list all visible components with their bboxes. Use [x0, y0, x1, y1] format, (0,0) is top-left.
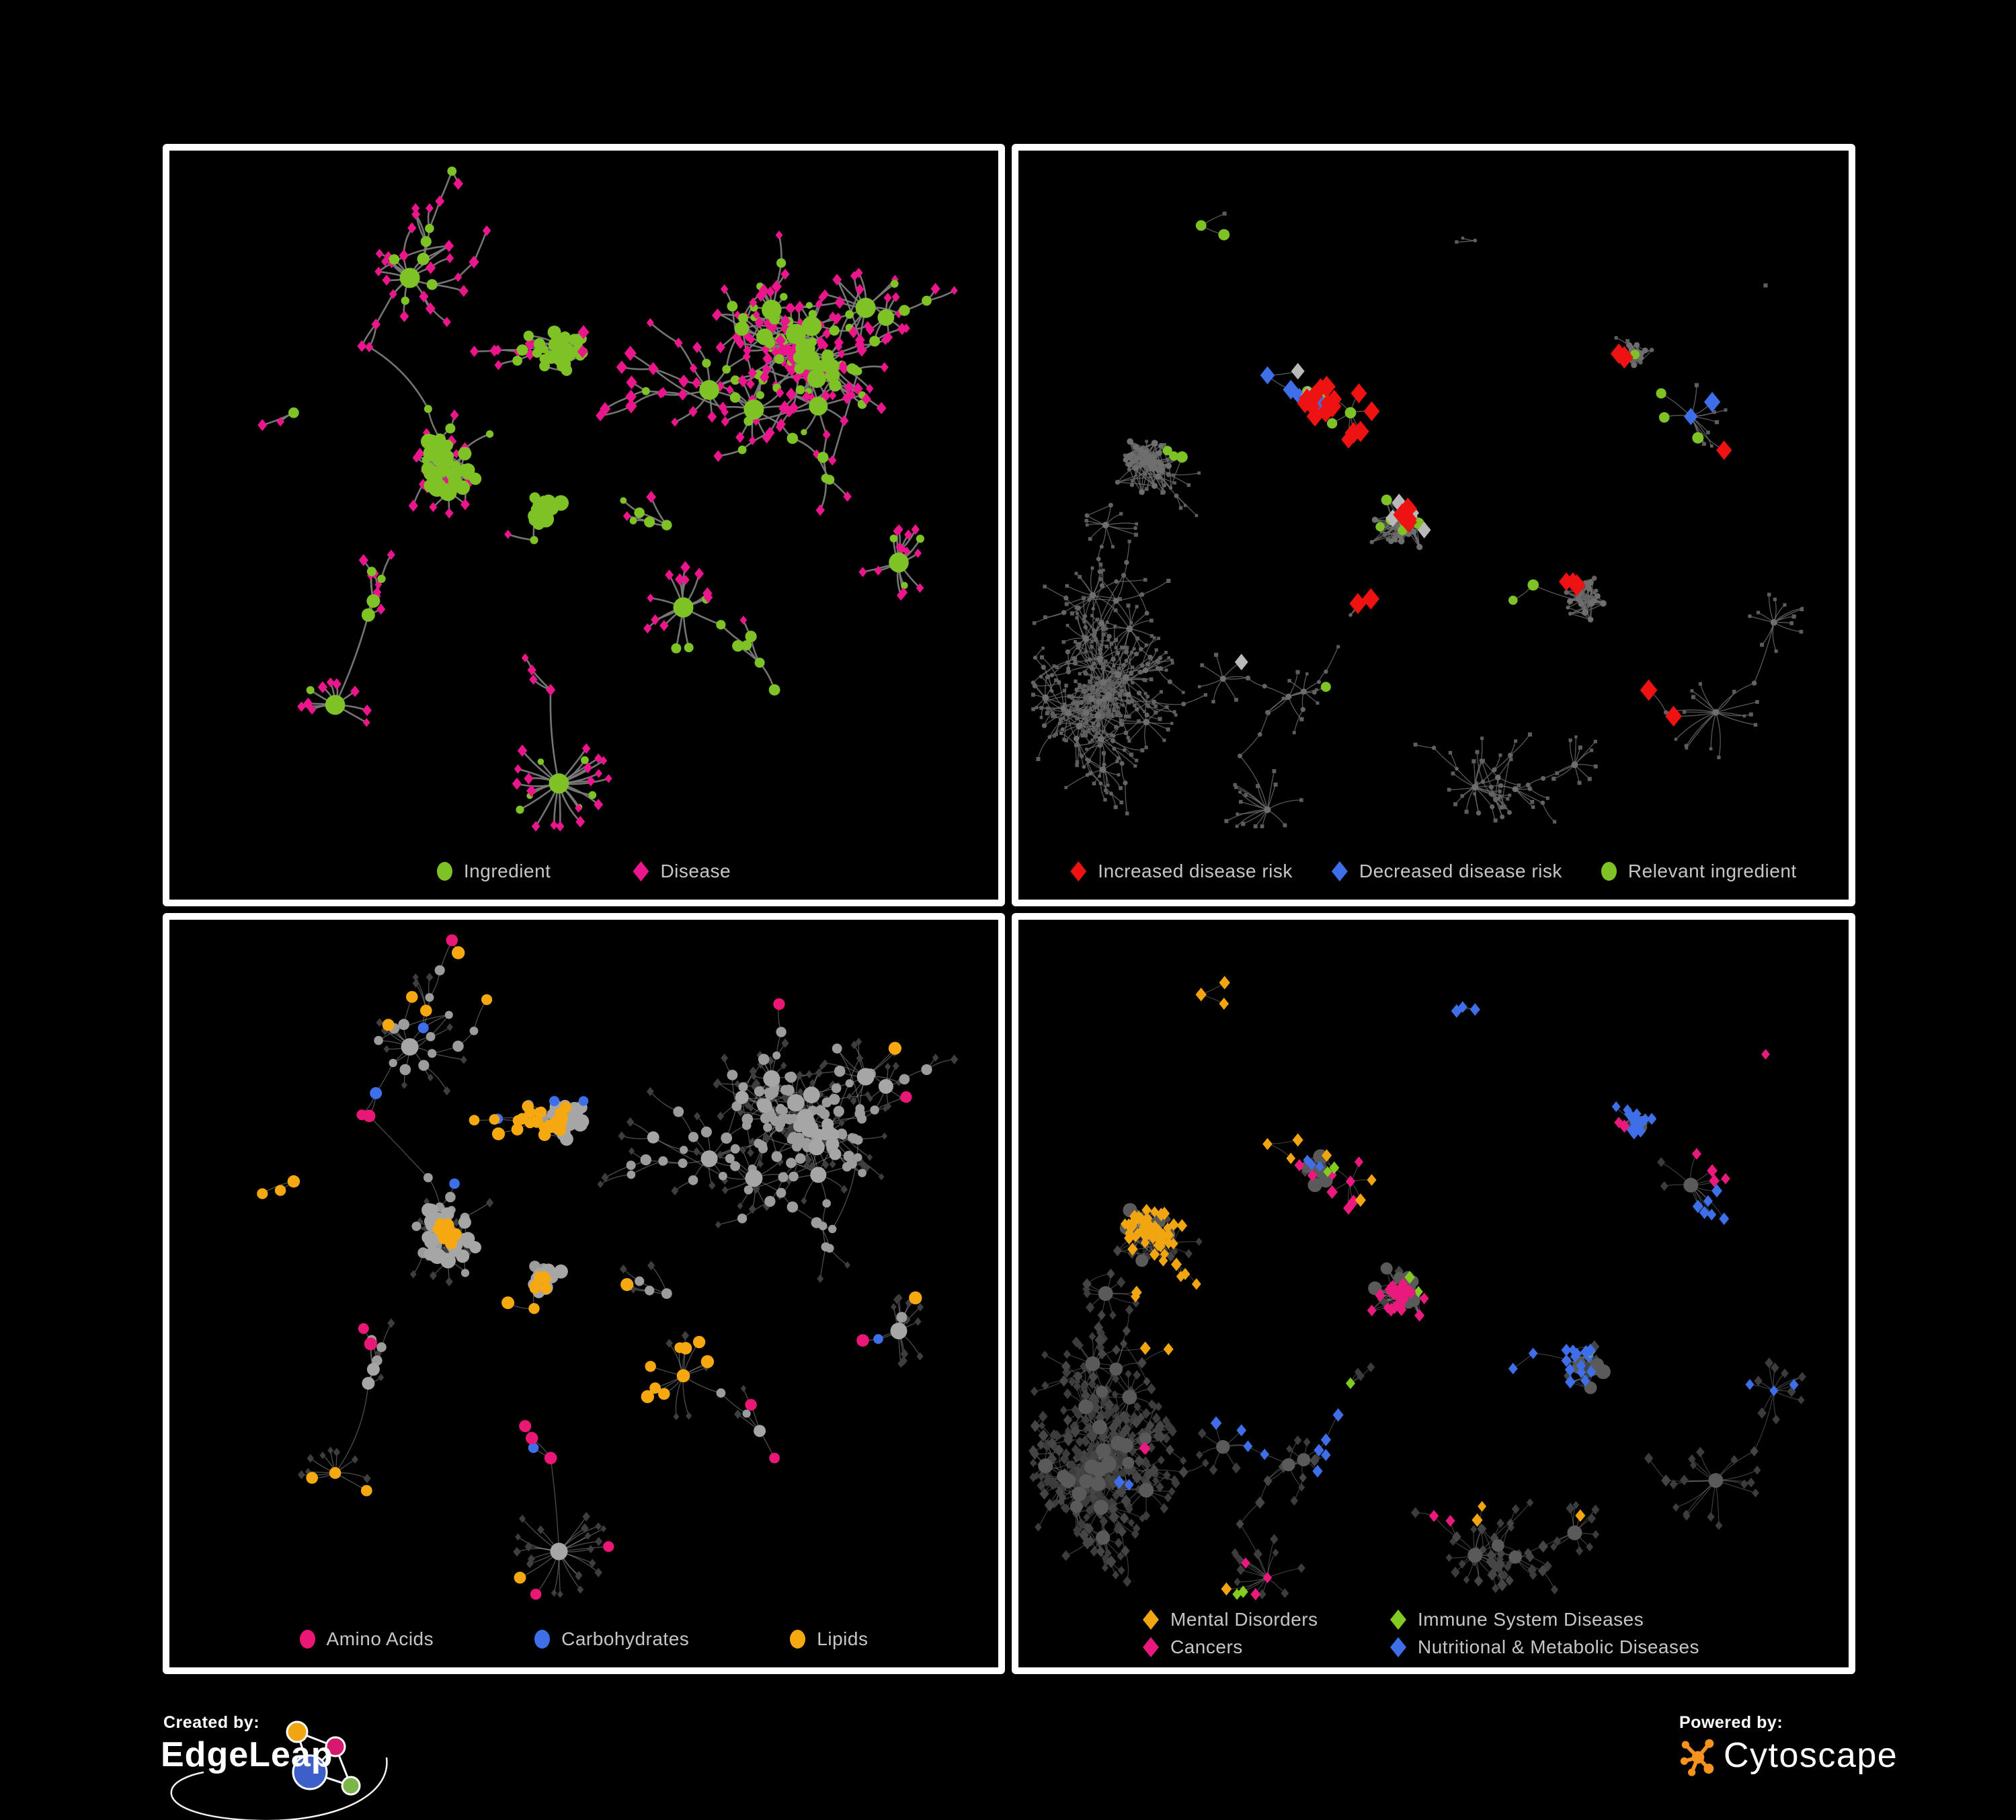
legend-label: Lipids	[817, 1628, 869, 1649]
cytoscape-logo: Powered by: Cytosc	[1679, 1713, 1898, 1777]
network-graph	[1029, 976, 1806, 1601]
legend-item: Lipids	[790, 1628, 868, 1650]
legend-label: Disease	[660, 861, 731, 881]
legend-label: Ingredient	[463, 861, 551, 881]
legend-row: Amino Acids Carbohydrates Lipids	[299, 1628, 869, 1650]
legend-row: Ingredient Disease	[436, 861, 731, 882]
legend-label: Immune System Diseases	[1418, 1609, 1644, 1630]
circle-glyph-icon	[534, 1630, 551, 1649]
cytoscape-wordmark: Cytoscape	[1724, 1736, 1898, 1775]
diamond-glyph-icon	[1390, 1637, 1406, 1657]
legend-item: Disease	[633, 861, 731, 882]
diamond-glyph-icon	[1331, 861, 1348, 881]
edgeleap-wordmark: EdgeLeap	[161, 1735, 333, 1774]
diamond-glyph-icon	[1143, 1637, 1159, 1657]
legend-item: Relevant ingredient	[1601, 861, 1797, 882]
panel-disease-risk: Increased disease risk Decreased disease …	[1012, 144, 1855, 906]
diamond-glyph-icon	[1390, 1610, 1406, 1630]
panel-disease-categories: Mental Disorders Immune System Diseases Ca…	[1012, 913, 1855, 1674]
legend-label: Relevant ingredient	[1627, 861, 1797, 881]
legend-row: Mental Disorders Immune System Diseases	[1143, 1609, 1644, 1630]
legend: Amino Acids Carbohydrates Lipids	[169, 1628, 998, 1650]
legend-label: Cancers	[1170, 1636, 1243, 1657]
cytoscape-network-icon	[1680, 1739, 1714, 1776]
legend-item: Nutritional & Metabolic Diseases	[1390, 1636, 1699, 1658]
network-graph	[257, 934, 959, 1600]
panel-nutrient-categories: Amino Acids Carbohydrates Lipids	[163, 913, 1005, 1674]
network-graph	[257, 166, 958, 832]
legend-item: Carbohydrates	[534, 1628, 689, 1650]
edgeleap-logo: Created by: EdgeLeap	[159, 1713, 415, 1820]
legend-label: Amino Acids	[326, 1628, 434, 1649]
diamond-glyph-icon	[633, 861, 649, 881]
legend: Ingredient Disease	[169, 861, 998, 882]
diamond-glyph-icon	[1143, 1610, 1159, 1630]
circle-glyph-icon	[1601, 862, 1617, 881]
legend-row: Cancers Nutritional & Metabolic Diseases	[1143, 1636, 1699, 1658]
diamond-glyph-icon	[1070, 861, 1087, 881]
created-by-label: Created by:	[163, 1713, 260, 1732]
circle-glyph-icon	[790, 1630, 806, 1649]
legend-row: Increased disease risk Decreased disease …	[1070, 861, 1796, 882]
legend: Mental Disorders Immune System Diseases Ca…	[1018, 1609, 1849, 1658]
legend-label: Increased disease risk	[1098, 861, 1293, 881]
legend-label: Mental Disorders	[1170, 1609, 1318, 1630]
legend-item: Amino Acids	[299, 1628, 434, 1650]
legend-item: Decreased disease risk	[1331, 861, 1562, 882]
legend-item: Cancers	[1143, 1636, 1390, 1658]
legend-item: Ingredient	[436, 861, 551, 882]
legend-label: Carbohydrates	[561, 1628, 690, 1649]
circle-glyph-icon	[436, 862, 452, 881]
powered-by-label: Powered by:	[1679, 1713, 1783, 1732]
legend-label: Nutritional & Metabolic Diseases	[1418, 1636, 1700, 1657]
edgeleap-network-icon	[170, 1720, 388, 1820]
legend: Increased disease risk Decreased disease …	[1018, 861, 1849, 882]
legend-item: Mental Disorders	[1143, 1609, 1390, 1630]
panel-ingredient-disease: Ingredient Disease	[163, 144, 1005, 906]
legend-item: Immune System Diseases	[1390, 1609, 1644, 1630]
network-graph	[1031, 211, 1804, 828]
circle-glyph-icon	[299, 1630, 315, 1649]
legend-label: Decreased disease risk	[1359, 861, 1562, 881]
legend-item: Increased disease risk	[1070, 861, 1293, 882]
